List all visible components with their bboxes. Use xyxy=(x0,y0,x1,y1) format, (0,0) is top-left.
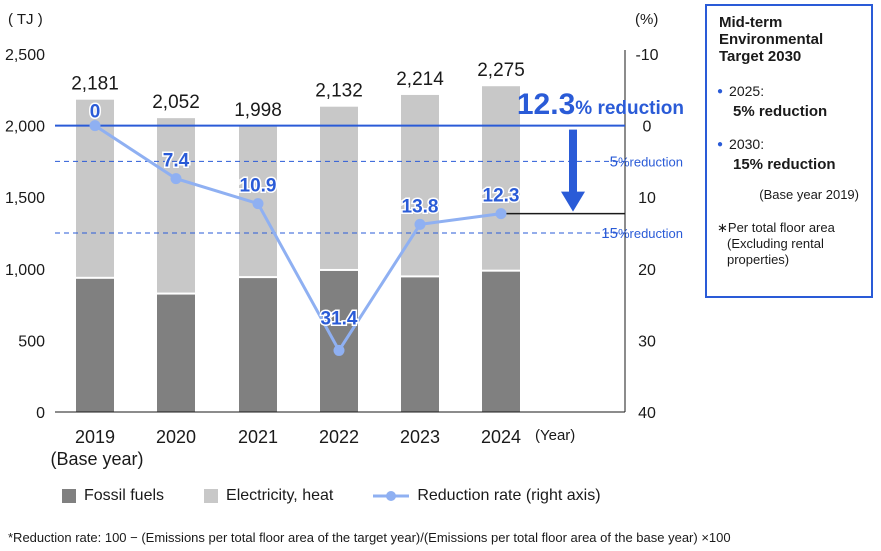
x-tick-label: 2023 xyxy=(400,427,440,447)
target-year: 2025: xyxy=(729,83,765,99)
footnote: *Reduction rate: 100 − (Emissions per to… xyxy=(8,530,731,545)
bar-total-label: 2,275 xyxy=(477,60,525,81)
reduction-rate-label: 10.9 xyxy=(240,176,277,197)
left-tick-label: 1,000 xyxy=(5,262,45,279)
bar-fossil-fuels xyxy=(401,277,439,412)
left-axis-unit: ( TJ ) xyxy=(8,11,43,28)
bar-electricity-heat xyxy=(320,106,358,269)
left-tick-label: 0 xyxy=(36,405,45,422)
target-box-title: Mid-term Environmental Target 2030 xyxy=(719,14,824,65)
right-tick-label: 20 xyxy=(638,262,656,279)
target-reference-label: 15%reduction xyxy=(601,225,683,242)
bullet-icon: ● xyxy=(717,86,724,97)
reduction-arrow-head xyxy=(561,191,585,212)
reduction-rate-label: 0 xyxy=(90,102,101,123)
legend-fossil-label: Fossil fuels xyxy=(84,487,165,504)
right-tick-label: 0 xyxy=(643,119,652,136)
legend-electricity: Electricity, heat xyxy=(204,487,333,505)
target-item-2025: ● 2025: 5% reduction xyxy=(717,81,861,122)
reduction-rate-label: 31.4 xyxy=(321,308,358,329)
target-item-2030: ● 2030: 15% reduction xyxy=(717,134,861,175)
reduction-arrow-shaft xyxy=(569,129,577,194)
right-tick-label: 10 xyxy=(638,190,656,207)
reduction-rate-label: 7.4 xyxy=(163,151,190,172)
legend-rate-label: Reduction rate (right axis) xyxy=(417,487,601,504)
note-line-1: ∗Per total floor area xyxy=(717,220,835,235)
right-tick-label: -10 xyxy=(635,47,658,64)
right-tick-label: 30 xyxy=(638,333,656,350)
x-tick-label: 2024 xyxy=(481,427,521,447)
reduction-rate-label: 13.8 xyxy=(402,196,439,217)
fossil-swatch xyxy=(62,489,76,503)
target-value: 15% reduction xyxy=(733,156,836,173)
left-tick-label: 2,000 xyxy=(5,119,45,136)
bar-electricity-heat xyxy=(482,86,520,270)
electricity-swatch xyxy=(204,489,219,503)
legend: Fossil fuels Electricity, heat Reduction… xyxy=(62,487,641,505)
reduction-rate-point xyxy=(333,344,345,356)
left-tick-label: 2,500 xyxy=(5,47,45,64)
reduction-rate-label: 12.3 xyxy=(483,186,520,207)
bar-fossil-fuels xyxy=(482,271,520,412)
target-box: Mid-term Environmental Target 2030 ● 2025… xyxy=(705,4,873,298)
bar-total-label: 1,998 xyxy=(234,100,282,121)
reduction-rate-point xyxy=(414,218,426,230)
floor-area-note: ∗Per total floor area (Excluding rental … xyxy=(717,220,861,268)
target-year: 2030: xyxy=(729,136,765,152)
bar-fossil-fuels xyxy=(76,278,114,412)
x-tick-label: 2021 xyxy=(238,427,278,447)
bar-fossil-fuels xyxy=(157,294,195,412)
bar-electricity-heat xyxy=(157,118,195,293)
x-tick-label: 2019 xyxy=(75,427,115,447)
rate-line-swatch xyxy=(373,491,410,501)
right-axis-unit: (%) xyxy=(635,11,658,28)
left-tick-label: 1,500 xyxy=(5,190,45,207)
bar-total-label: 2,214 xyxy=(396,69,444,90)
bar-fossil-fuels xyxy=(320,270,358,412)
bar-total-label: 2,181 xyxy=(71,74,119,95)
x-tick-label: 2020 xyxy=(156,427,196,447)
x-axis-unit: (Year) xyxy=(535,427,575,444)
base-year-note: (Base year 2019) xyxy=(759,187,859,202)
reduction-rate-line xyxy=(94,124,502,354)
x-tick-label: 2022 xyxy=(319,427,359,447)
bar-total-label: 2,052 xyxy=(152,92,200,113)
legend-electricity-label: Electricity, heat xyxy=(226,487,334,504)
right-tick-label: 40 xyxy=(638,405,656,422)
bullet-icon: ● xyxy=(717,139,724,150)
bar-fossil-fuels xyxy=(239,278,277,412)
reduction-rate-point xyxy=(89,120,101,132)
note-line-2: (Excluding rental properties) xyxy=(727,236,824,267)
bar-total-label: 2,132 xyxy=(315,81,363,102)
x-tick-sublabel: (Base year) xyxy=(50,449,143,469)
legend-fossil: Fossil fuels xyxy=(62,487,164,505)
reduction-rate-point xyxy=(495,208,507,220)
target-value: 5% reduction xyxy=(733,103,828,120)
bar-electricity-heat xyxy=(401,94,439,276)
reduction-rate-point xyxy=(252,198,264,210)
reduction-highlight: 12.3% reduction xyxy=(517,88,684,121)
left-tick-label: 500 xyxy=(18,333,45,350)
target-reference-label: 5%reduction xyxy=(610,153,683,170)
legend-rate: Reduction rate (right axis) xyxy=(373,487,601,505)
reduction-rate-point xyxy=(170,173,182,185)
